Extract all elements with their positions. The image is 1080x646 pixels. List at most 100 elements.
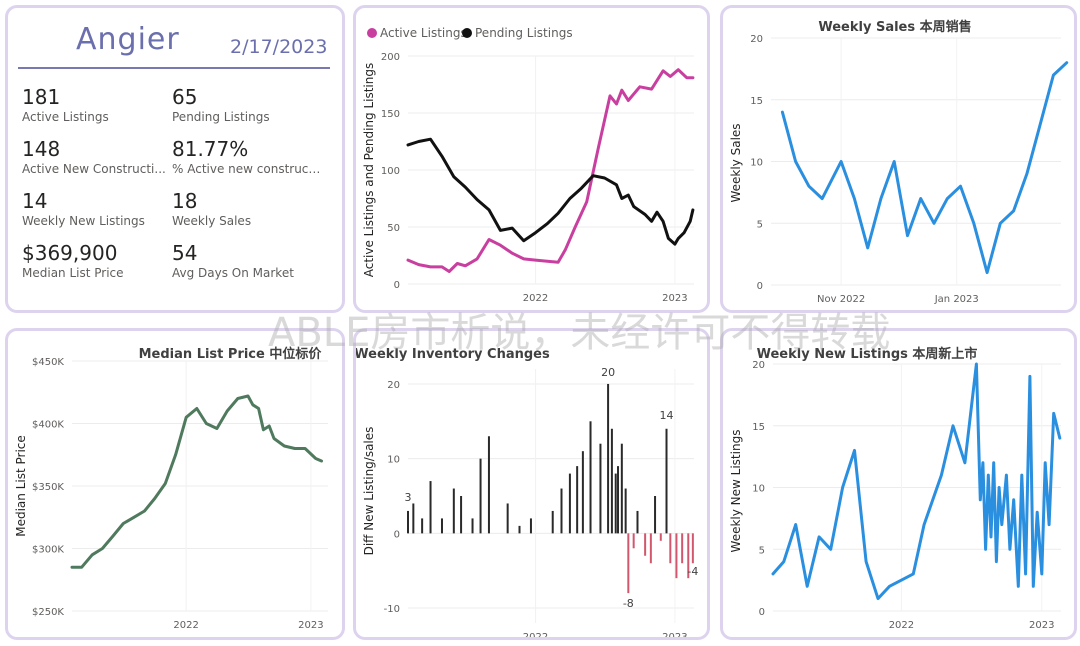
bar bbox=[620, 443, 623, 534]
header-divider bbox=[18, 67, 330, 69]
weekly-sales-chart-panel: 0 5 10 15 20 Nov 2022 Jan 2023 Weekly Sales Week… bbox=[720, 5, 1077, 313]
y-tick-label: $350K bbox=[32, 482, 64, 493]
bar bbox=[581, 451, 584, 534]
data-label: 20 bbox=[601, 366, 615, 379]
series-line bbox=[406, 137, 695, 246]
kpi-card: Angier 2/17/2023 181 Active Listings 65 … bbox=[5, 5, 345, 313]
y-tick-label: 10 bbox=[752, 484, 765, 495]
kpi-active-listings: 181 Active Listings bbox=[22, 85, 182, 125]
y-tick-label: 100 bbox=[381, 166, 400, 177]
kpi-value: 81.77% bbox=[172, 137, 249, 161]
bar bbox=[659, 533, 662, 541]
kpi-pct-new-construction: 81.77% % Active new constructions bbox=[172, 137, 332, 177]
y-tick-label: 200 bbox=[381, 52, 400, 63]
kpi-value: 14 bbox=[22, 189, 48, 213]
legend-marker bbox=[462, 28, 472, 38]
series-line bbox=[780, 61, 1069, 275]
bar bbox=[452, 488, 455, 534]
kpi-label: Pending Listings bbox=[172, 110, 270, 124]
bar bbox=[617, 466, 620, 534]
bar bbox=[429, 481, 432, 534]
bar bbox=[487, 436, 490, 534]
y-tick-label: 0 bbox=[394, 280, 400, 291]
kpi-value: 65 bbox=[172, 85, 198, 109]
inventory-chart-panel: -10 0 10 20 2022 2023 Diff New Listing/sales We… bbox=[353, 328, 710, 640]
kpi-weekly-new-listings: 14 Weekly New Listings bbox=[22, 189, 182, 229]
y-tick-label: $450K bbox=[32, 357, 64, 368]
y-tick-label: $400K bbox=[32, 420, 64, 431]
bar bbox=[407, 510, 409, 534]
x-tick-label: 2023 bbox=[1029, 620, 1054, 631]
bar bbox=[627, 533, 630, 594]
inventory-chart: -10 0 10 20 2022 2023 Diff New Listing/sales We… bbox=[356, 347, 698, 637]
bar bbox=[669, 533, 672, 564]
bar bbox=[421, 518, 424, 534]
listings-chart-panel: 0 50 100 150 200 2022 2023 Active Listings and … bbox=[353, 5, 710, 313]
y-axis-label: Diff New Listing/sales bbox=[362, 427, 376, 556]
y-tick-label: 15 bbox=[750, 96, 763, 107]
bar bbox=[624, 488, 627, 534]
kpi-label: Active Listings bbox=[22, 110, 109, 124]
kpi-label: Active New Constructi... bbox=[22, 162, 166, 176]
y-tick-label: 20 bbox=[750, 34, 763, 45]
series-line bbox=[70, 394, 323, 569]
kpi-active-new-construction: 148 Active New Constructi... bbox=[22, 137, 182, 177]
kpi-pending-listings: 65 Pending Listings bbox=[172, 85, 332, 125]
kpi-value: $369,900 bbox=[22, 241, 118, 265]
legend-marker bbox=[367, 28, 377, 38]
y-tick-label: 0 bbox=[394, 529, 400, 540]
bar bbox=[471, 518, 474, 534]
bar bbox=[681, 533, 684, 564]
kpi-median-list-price: $369,900 Median List Price bbox=[22, 241, 182, 281]
x-tick-label: 2023 bbox=[662, 293, 687, 304]
y-axis-label: Active Listings and Pending Listings bbox=[362, 63, 376, 278]
median-price-chart-panel: $250K $300K $350K $400K $450K 2022 2023 Median … bbox=[5, 328, 345, 640]
bar bbox=[440, 518, 443, 534]
y-tick-label: 10 bbox=[750, 158, 763, 169]
series-line bbox=[406, 68, 695, 273]
y-tick-label: 5 bbox=[757, 219, 763, 230]
legend-label: Active Listings bbox=[380, 26, 467, 40]
y-tick-label: -10 bbox=[384, 604, 400, 615]
y-tick-label: 0 bbox=[759, 607, 765, 618]
bar bbox=[599, 443, 602, 534]
y-tick-label: 0 bbox=[757, 281, 763, 292]
y-tick-label: 15 bbox=[752, 422, 765, 433]
y-tick-label: $300K bbox=[32, 545, 64, 556]
y-tick-label: 150 bbox=[381, 109, 400, 120]
y-axis-label: Weekly Sales bbox=[729, 123, 743, 202]
bar bbox=[589, 421, 592, 534]
weekly-sales-chart: 0 5 10 15 20 Nov 2022 Jan 2023 Weekly Sales Week… bbox=[729, 19, 1069, 305]
data-label: 14 bbox=[660, 409, 674, 422]
kpi-avg-days-on-market: 54 Avg Days On Market bbox=[172, 241, 332, 281]
town-title: Angier bbox=[76, 22, 180, 57]
x-tick-label: Nov 2022 bbox=[817, 294, 865, 305]
data-label: -4 bbox=[687, 565, 698, 578]
chart-title: Weekly Inventory Changes bbox=[356, 347, 550, 362]
kpi-label: Weekly Sales bbox=[172, 214, 252, 228]
bar bbox=[654, 496, 657, 534]
bar bbox=[675, 533, 678, 579]
bar bbox=[518, 525, 521, 534]
x-tick-label: 2023 bbox=[662, 632, 687, 637]
y-tick-label: 20 bbox=[752, 360, 765, 371]
bar bbox=[610, 428, 613, 534]
kpi-value: 181 bbox=[22, 85, 61, 109]
bar bbox=[614, 473, 617, 534]
bar bbox=[632, 533, 635, 549]
data-label: 3 bbox=[405, 491, 412, 504]
bar bbox=[649, 533, 652, 564]
y-tick-label: 20 bbox=[387, 380, 400, 391]
kpi-value: 18 bbox=[172, 189, 198, 213]
x-tick-label: 2022 bbox=[173, 620, 198, 631]
bar bbox=[506, 503, 509, 534]
bar bbox=[568, 473, 571, 534]
y-axis-label: Median List Price bbox=[14, 435, 28, 537]
kpi-label: Median List Price bbox=[22, 266, 124, 280]
kpi-value: 54 bbox=[172, 241, 198, 265]
bar bbox=[607, 383, 610, 534]
kpi-label: % Active new constructions bbox=[172, 162, 322, 176]
new-listings-chart-panel: 0 5 10 15 20 2022 2023 Weekly New Listings Weekl… bbox=[720, 328, 1077, 640]
bar bbox=[576, 466, 579, 534]
x-tick-label: 2022 bbox=[889, 620, 914, 631]
